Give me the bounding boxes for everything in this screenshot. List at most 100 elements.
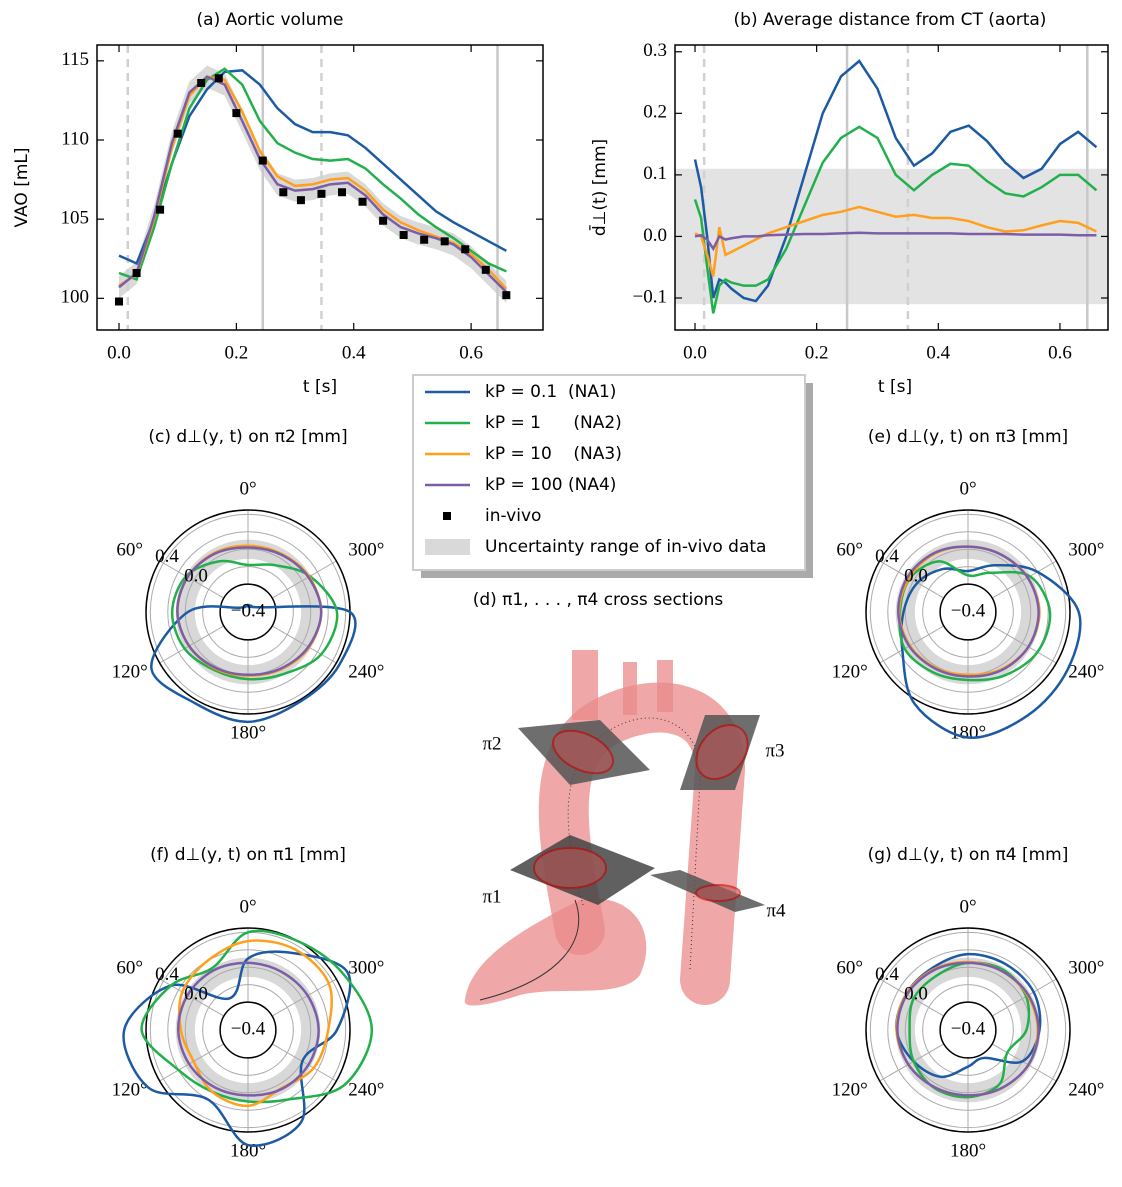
- theta-tick-label: 180°: [230, 1140, 266, 1161]
- chart-title: (a) Aortic volume: [197, 10, 344, 30]
- series-line: [694, 205, 1097, 277]
- in-vivo-point: [399, 231, 408, 239]
- series-line: [150, 603, 357, 724]
- legend-label: kP = 10 (NA3): [485, 444, 622, 464]
- theta-tick-label: 240°: [1068, 661, 1104, 682]
- section: [695, 724, 749, 780]
- plane-label: π4: [766, 900, 786, 921]
- x-tick-label: 0.6: [459, 342, 483, 363]
- grid-spoke: [159, 1043, 225, 1082]
- in-vivo-point: [258, 156, 267, 165]
- grid-spoke: [271, 625, 337, 664]
- in-vivo-point: [440, 237, 449, 246]
- grid-spoke: [991, 1043, 1057, 1082]
- theta-tick-label: 300°: [1068, 957, 1104, 978]
- in-vivo-point: [279, 188, 288, 197]
- theta-tick-label: 120°: [832, 1079, 868, 1100]
- in-vivo-point: [232, 109, 241, 118]
- series-line: [896, 961, 1040, 1097]
- in-vivo-point: [379, 216, 388, 225]
- x-tick-label: 0.6: [1048, 342, 1072, 363]
- in-vivo-point: [173, 129, 182, 138]
- theta-tick-label: 0°: [239, 896, 256, 917]
- axis-circle: [145, 927, 351, 1133]
- grid-spoke: [271, 978, 337, 1017]
- grid-spoke: [879, 1043, 945, 1082]
- x-tick-label: 0.0: [683, 342, 707, 363]
- legend-label: Uncertainty range of in-vivo data: [485, 537, 766, 557]
- diagram-title: (d) π1, . . . , π4 cross sections: [473, 590, 724, 610]
- legend-swatch: [443, 512, 451, 520]
- centerline: [479, 899, 580, 1001]
- theta-tick-label: 0°: [959, 896, 976, 917]
- series-line: [140, 929, 374, 1104]
- aorta-diagram: (d) π1, . . . , π4 cross sections π2 π3 …: [464, 590, 786, 1006]
- in-vivo-point: [317, 189, 326, 198]
- y-tick-label: 100: [61, 287, 90, 308]
- in-vivo-point: [156, 205, 165, 214]
- theta-tick-label: 300°: [1068, 539, 1104, 560]
- grid-spoke: [879, 978, 945, 1017]
- grid-spoke: [991, 560, 1057, 599]
- r-tick-label: 0.0: [904, 983, 928, 1004]
- in-vivo-point: [214, 74, 223, 83]
- series-line: [176, 546, 323, 677]
- in-vivo-point: [132, 269, 141, 277]
- theta-tick-label: 0°: [959, 478, 976, 499]
- legend-label: kP = 0.1 (NA1): [485, 382, 616, 402]
- series-line: [177, 961, 320, 1097]
- x-axis-label: t [s]: [303, 377, 337, 397]
- grid-spoke: [271, 1043, 337, 1082]
- plot-frame: [674, 44, 1109, 331]
- theta-tick-label: 60°: [836, 957, 863, 978]
- plane-label: π1: [482, 886, 501, 907]
- theta-tick-label: 300°: [348, 539, 384, 560]
- theta-tick-label: 120°: [112, 1079, 148, 1100]
- axis-circle: [219, 1001, 277, 1059]
- r-tick-label: 0.4: [155, 546, 179, 567]
- x-tick-label: 0.0: [107, 342, 131, 363]
- chart-title: (f) d⊥(y, t) on π1 [mm]: [150, 845, 346, 865]
- theta-tick-label: 180°: [230, 722, 266, 743]
- ventricle: [464, 898, 647, 1006]
- series-line: [694, 231, 1097, 252]
- chart-title: (b) Average distance from CT (aorta): [734, 10, 1047, 30]
- in-vivo-point: [502, 291, 511, 300]
- plot-frame: [96, 44, 544, 331]
- legend-label: in-vivo: [485, 506, 541, 526]
- theta-tick-label: 120°: [832, 661, 868, 682]
- series-line: [177, 939, 333, 1108]
- series-line: [908, 961, 1031, 1099]
- axis-circle: [939, 583, 997, 641]
- r-tick-label: −0.4: [231, 1018, 266, 1039]
- grid-spoke: [159, 625, 225, 664]
- plane-label: π3: [765, 740, 784, 761]
- plane-label: π2: [482, 733, 501, 754]
- theta-tick-label: 60°: [116, 539, 143, 560]
- section: [695, 884, 741, 902]
- in-vivo-point: [296, 196, 305, 205]
- grid-spoke: [159, 560, 225, 599]
- in-vivo-point: [338, 188, 347, 197]
- theta-tick-label: 60°: [116, 957, 143, 978]
- theta-tick-label: 0°: [239, 478, 256, 499]
- theta-tick-label: 240°: [1068, 1079, 1104, 1100]
- r-tick-label: 0.4: [875, 964, 899, 985]
- theta-tick-label: 60°: [836, 539, 863, 560]
- y-tick-label: 110: [61, 128, 89, 149]
- theta-tick-label: 120°: [112, 661, 148, 682]
- y-tick-label: 105: [61, 208, 90, 229]
- x-tick-label: 0.2: [805, 342, 829, 363]
- r-tick-label: 0.4: [155, 964, 179, 985]
- x-axis-label: t [s]: [878, 377, 912, 397]
- in-vivo-point: [481, 265, 490, 274]
- grid-spoke: [879, 560, 945, 599]
- r-tick-label: 0.0: [184, 983, 208, 1004]
- x-tick-label: 0.4: [926, 342, 950, 363]
- legend-label: kP = 1 (NA2): [485, 413, 622, 433]
- theta-tick-label: 180°: [950, 1140, 986, 1161]
- x-tick-label: 0.2: [225, 342, 249, 363]
- y-tick-label: 0.3: [643, 40, 667, 61]
- grid-spoke: [271, 560, 337, 599]
- in-vivo-point: [197, 79, 206, 87]
